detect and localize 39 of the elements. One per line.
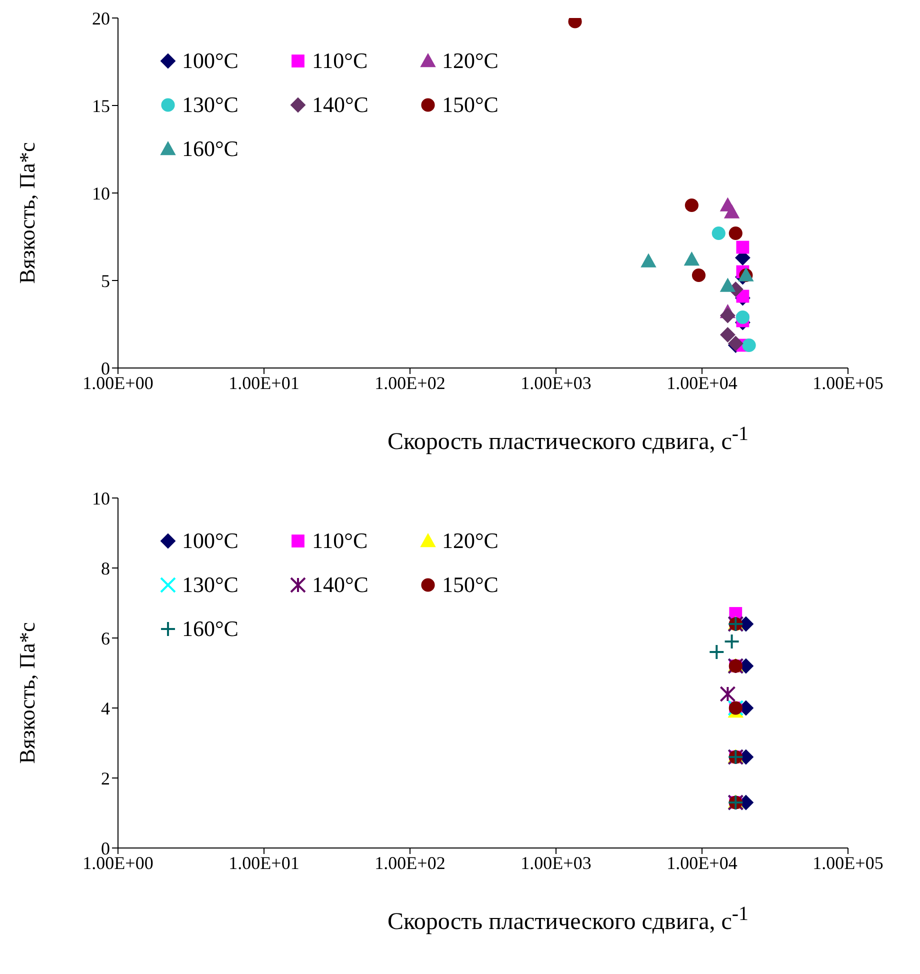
y-tick-label: 8 bbox=[101, 558, 110, 578]
y-tick-label: 6 bbox=[101, 628, 110, 648]
y-tick-label: 2 bbox=[101, 768, 110, 788]
x-tick-label: 1.00E+03 bbox=[520, 372, 592, 393]
legend-label: 120°C bbox=[442, 48, 498, 74]
legend-label: 130°C bbox=[182, 92, 238, 118]
x-tick-label: 1.00E+01 bbox=[228, 372, 300, 393]
legend-label: 160°C bbox=[182, 136, 238, 162]
x-tick-label: 1.00E+04 bbox=[666, 372, 738, 393]
legend-label: 140°C bbox=[312, 92, 368, 118]
legend-label: 150°C bbox=[442, 572, 498, 598]
y-tick-label: 0 bbox=[101, 358, 110, 378]
legend-label: 150°C bbox=[442, 92, 498, 118]
x-tick-label: 1.00E+02 bbox=[374, 852, 446, 873]
legend-label: 110°C bbox=[312, 528, 368, 554]
legend-label: 110°C bbox=[312, 48, 368, 74]
x-axis-title: Скорость пластического сдвига, с$^{-1}$ bbox=[386, 903, 750, 936]
x-tick-label: 1.00E+05 bbox=[812, 852, 884, 873]
legend-label: 100°C bbox=[182, 48, 238, 74]
y-tick-label: 5 bbox=[101, 270, 110, 291]
x-axis-title: Скорость пластического сдвига, с$^{-1}$ bbox=[386, 423, 750, 456]
y-tick-label: 0 bbox=[101, 838, 110, 858]
y-axis-title: Вязкость, Па*с bbox=[15, 142, 41, 284]
y-axis-title: Вязкость, Па*с bbox=[15, 622, 41, 764]
y-tick-label: 10 bbox=[92, 488, 110, 508]
x-tick-label: 1.00E+04 bbox=[666, 852, 738, 873]
x-tick-label: 1.00E+01 bbox=[228, 852, 300, 873]
x-tick-label: 1.00E+05 bbox=[812, 372, 884, 393]
y-tick-label: 15 bbox=[92, 96, 110, 116]
legend-label: 130°C bbox=[182, 572, 238, 598]
x-tick-label: 1.00E+03 bbox=[520, 852, 592, 873]
legend-label: 120°C bbox=[442, 528, 498, 554]
legend-label: 100°C bbox=[182, 528, 238, 554]
y-tick-label: 4 bbox=[101, 698, 110, 718]
y-tick-label: 10 bbox=[92, 183, 110, 204]
legend-label: 160°C bbox=[182, 616, 238, 642]
legend-label: 140°C bbox=[312, 572, 368, 598]
x-tick-label: 1.00E+02 bbox=[374, 372, 446, 393]
y-tick-label: 20 bbox=[92, 8, 110, 28]
